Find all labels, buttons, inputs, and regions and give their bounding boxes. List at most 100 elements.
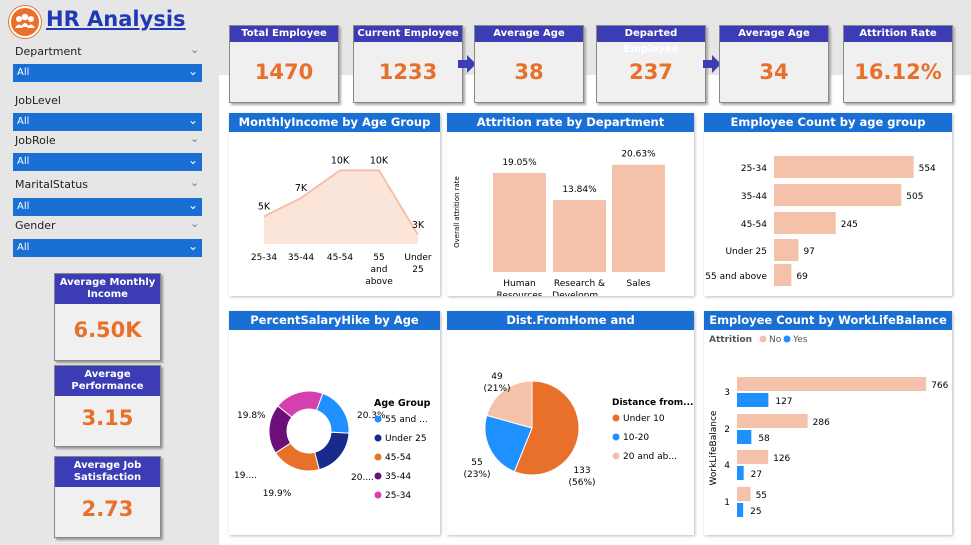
kpi-card-average-age-departed: Average Age 34 xyxy=(719,25,829,103)
kpi-card-avg-monthly-income: Average Monthly Income 6.50K xyxy=(54,273,161,361)
chart-title: Employee Count by age group xyxy=(704,113,952,132)
chevron-down-icon: ⌄ xyxy=(187,198,198,212)
kpi-value: 16.12% xyxy=(854,60,942,84)
data-label: 10K xyxy=(331,155,350,166)
data-label: 554 xyxy=(919,164,936,174)
kpi-value: 1233 xyxy=(378,60,438,84)
kpi-card-total-employee: Total Employee 1470 xyxy=(229,25,339,103)
bar xyxy=(737,414,808,428)
chevron-down-icon: ⌄ xyxy=(187,113,198,127)
bar xyxy=(737,393,769,407)
pie-slice xyxy=(484,414,533,473)
bar xyxy=(774,212,836,234)
chart-panel-monthly-income[interactable]: MonthlyIncome by Age Group 5K 7K 10K 10K 3K 2… xyxy=(229,113,440,296)
data-label: 55 xyxy=(756,491,767,501)
data-label: 286 xyxy=(813,418,830,428)
data-label: 19.05% xyxy=(502,158,537,168)
jobrole-select[interactable]: All ⌄ xyxy=(13,153,202,171)
department-select[interactable]: All ⌄ xyxy=(13,64,202,82)
legend-label: 20 and ab... xyxy=(623,452,677,462)
legend-marker xyxy=(759,335,767,343)
kpi-label: Average Monthly Income xyxy=(55,274,160,304)
chevron-down-icon[interactable]: ⌄ xyxy=(190,176,200,189)
x-tick-label: 25-34 xyxy=(251,253,277,263)
pie-slice xyxy=(486,380,533,429)
legend-marker xyxy=(374,491,382,499)
kpi-value: 34 xyxy=(759,60,789,84)
chart-panel-worklifebalance[interactable]: Employee Count by WorkLifeBalance Attrit… xyxy=(704,311,952,535)
kpi-value: 1470 xyxy=(254,60,314,84)
data-label: 3K xyxy=(412,220,425,231)
chart-title: Employee Count by WorkLifeBalance xyxy=(704,311,952,330)
filter-label-maritalstatus: MaritalStatus xyxy=(15,178,88,191)
legend-title: Distance from... xyxy=(612,398,693,408)
bar xyxy=(737,450,769,464)
legend-label: Under 10 xyxy=(623,414,665,424)
maritalstatus-select[interactable]: All ⌄ xyxy=(13,198,202,216)
team-icon xyxy=(8,5,42,39)
kpi-card-avg-job-satisfaction: Average Job Satisfaction 2.73 xyxy=(54,456,161,538)
y-tick-label: 55 and above xyxy=(705,272,767,282)
legend-label: 45-54 xyxy=(385,453,411,463)
bar xyxy=(493,172,546,272)
bar xyxy=(737,430,752,444)
chart-panel-employee-age[interactable]: Employee Count by age group 554 25-34 505 3… xyxy=(704,113,952,296)
x-tick-label: Sales xyxy=(627,279,651,289)
kpi-label: Average Performance xyxy=(55,366,160,396)
legend-label: Under 25 xyxy=(385,434,427,444)
bar xyxy=(774,264,792,286)
kpi-label: Average Age xyxy=(720,26,828,42)
salary-hike-chart: 20.3% 20.... 19.9% 19.... 19.8% Age Group 55 a… xyxy=(234,390,431,501)
chart-panel-attrition-department[interactable]: Attrition rate by Department Overall att… xyxy=(447,113,694,296)
kpi-value: 6.50K xyxy=(73,318,142,342)
x-tick-label: 45-54 xyxy=(327,253,353,263)
x-tick-label: Resources xyxy=(497,291,543,296)
legend-title: Attrition xyxy=(709,335,752,345)
legend-marker xyxy=(612,414,620,422)
legend-marker xyxy=(374,472,382,480)
y-tick-label: 25-34 xyxy=(741,164,767,174)
filter-label-joblevel: JobLevel xyxy=(15,94,61,107)
x-tick-label: 25 xyxy=(412,265,423,275)
bar xyxy=(553,200,606,272)
data-label: 49 xyxy=(491,372,503,382)
kpi-label: Departed Employee xyxy=(597,26,705,55)
select-value: All xyxy=(17,201,30,212)
data-label: 69 xyxy=(796,272,808,282)
arrow-right-icon xyxy=(458,55,476,73)
legend-marker xyxy=(374,415,382,423)
bar xyxy=(737,377,927,391)
legend-label: 35-44 xyxy=(385,472,411,482)
kpi-value: 3.15 xyxy=(81,406,134,430)
data-label: (21%) xyxy=(483,384,510,394)
select-value: All xyxy=(17,242,30,253)
data-label: 126 xyxy=(773,454,790,464)
chart-panel-salary-hike[interactable]: PercentSalaryHike by Age Group 20.3% 20..… xyxy=(229,311,440,535)
bar xyxy=(737,466,744,480)
legend-label: 10-20 xyxy=(623,433,649,443)
kpi-card-average-age: Average Age 38 xyxy=(474,25,584,103)
joblevel-select[interactable]: All ⌄ xyxy=(13,113,202,131)
gender-select[interactable]: All ⌄ xyxy=(13,239,202,257)
donut-slice xyxy=(315,392,350,434)
data-label: 25 xyxy=(750,507,761,517)
data-label: 766 xyxy=(931,381,948,391)
chevron-down-icon: ⌄ xyxy=(187,64,198,78)
chart-panel-distance-home[interactable]: Dist.FromHome and DepartedEmployee 133 (5… xyxy=(447,311,694,535)
arrow-right-icon xyxy=(703,55,721,73)
y-tick-label: 1 xyxy=(724,498,730,508)
kpi-label: Average Age xyxy=(475,26,583,42)
data-label: 55 xyxy=(471,458,482,468)
data-label: 19.... xyxy=(234,471,257,481)
chevron-down-icon[interactable]: ⌄ xyxy=(190,217,200,230)
data-label: 505 xyxy=(906,192,923,202)
chevron-down-icon[interactable]: ⌄ xyxy=(190,43,200,56)
data-label: 58 xyxy=(758,434,770,444)
data-label: 19.8% xyxy=(237,411,266,421)
data-label: 133 xyxy=(573,466,590,476)
chevron-down-icon[interactable]: ⌄ xyxy=(190,132,200,145)
bar xyxy=(774,184,902,206)
worklifebalance-chart: Attrition No YesWorkLifeBalance76612732865… xyxy=(709,335,949,517)
kpi-label: Total Employee xyxy=(230,26,338,42)
select-value: All xyxy=(17,67,30,78)
